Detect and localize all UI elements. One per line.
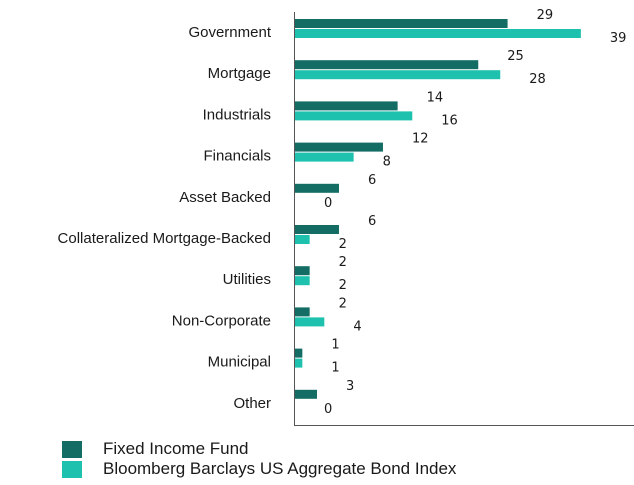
value-label-financials-fund: 12 (412, 132, 429, 147)
category-label-industrials: Industrials (203, 106, 271, 123)
bar-government-index (295, 29, 581, 38)
value-label-municipal-index: 1 (331, 361, 339, 376)
category-label-government: Government (188, 24, 271, 41)
value-label-government-fund: 29 (537, 8, 554, 23)
bar-utilities-index (295, 276, 310, 286)
bar-collateralized-mortgage-backed-index (295, 235, 310, 244)
category-label-financials: Financials (203, 148, 271, 165)
bar-non-corporate-index (295, 317, 325, 327)
bars-layer (295, 19, 581, 399)
value-label-government-index: 39 (610, 31, 627, 46)
category-label-other: Other (233, 395, 271, 412)
legend-item-fund: Fixed Income Fund (62, 439, 456, 459)
bar-municipal-fund (295, 348, 303, 358)
legend-swatch-fund (62, 440, 82, 458)
category-labels: Government Mortgage Industrials Financials A… (58, 24, 272, 412)
legend-label-index: Bloomberg Barclays US Aggregate Bond Ind… (103, 459, 457, 478)
value-label-collateralized-mortgage-backed-fund: 6 (368, 214, 376, 229)
value-label-industrials-fund: 14 (427, 90, 444, 105)
value-label-utilities-index: 2 (339, 278, 347, 293)
value-label-other-index: 0 (324, 402, 332, 417)
category-label-asset-backed: Asset Backed (179, 189, 271, 206)
bar-financials-fund (295, 142, 383, 152)
value-label-non-corporate-fund: 2 (339, 296, 347, 311)
value-label-municipal-fund: 1 (331, 338, 339, 353)
bar-collateralized-mortgage-backed-fund (295, 225, 339, 234)
bar-mortgage-fund (295, 60, 479, 70)
value-label-industrials-index: 16 (441, 113, 458, 128)
category-label-non-corporate: Non-Corporate (172, 312, 271, 329)
legend-label-fund: Fixed Income Fund (103, 439, 249, 458)
sector-allocation-chart: Government Mortgage Industrials Financials A… (58, 8, 634, 426)
legend-item-index: Bloomberg Barclays US Aggregate Bond Ind… (62, 459, 456, 479)
value-label-non-corporate-index: 4 (353, 319, 361, 334)
legend-swatch-index (62, 460, 82, 478)
bar-non-corporate-fund (295, 307, 310, 317)
bar-other-fund (295, 389, 317, 399)
bar-financials-index (295, 152, 354, 162)
value-label-collateralized-mortgage-backed-index: 2 (339, 237, 347, 252)
bar-industrials-fund (295, 101, 398, 111)
value-label-utilities-fund: 2 (339, 255, 347, 270)
value-label-mortgage-index: 28 (529, 72, 546, 87)
bar-municipal-index (295, 358, 303, 368)
bar-mortgage-index (295, 70, 501, 80)
value-label-other-fund: 3 (346, 379, 354, 394)
value-label-mortgage-fund: 25 (507, 49, 524, 64)
value-label-financials-index: 8 (383, 155, 391, 170)
category-label-municipal: Municipal (208, 354, 271, 371)
legend: Fixed Income Fund Bloomberg Barclays US … (62, 439, 456, 479)
category-label-mortgage: Mortgage (208, 65, 271, 82)
category-label-collateralized-mortgage-backed: Collateralized Mortgage-Backed (58, 230, 271, 247)
bar-utilities-fund (295, 266, 310, 276)
bar-industrials-index (295, 111, 413, 121)
bar-asset-backed-fund (295, 183, 339, 193)
category-label-utilities: Utilities (223, 271, 271, 288)
value-label-asset-backed-index: 0 (324, 196, 332, 211)
bar-government-fund (295, 19, 508, 28)
value-label-asset-backed-fund: 6 (368, 173, 376, 188)
